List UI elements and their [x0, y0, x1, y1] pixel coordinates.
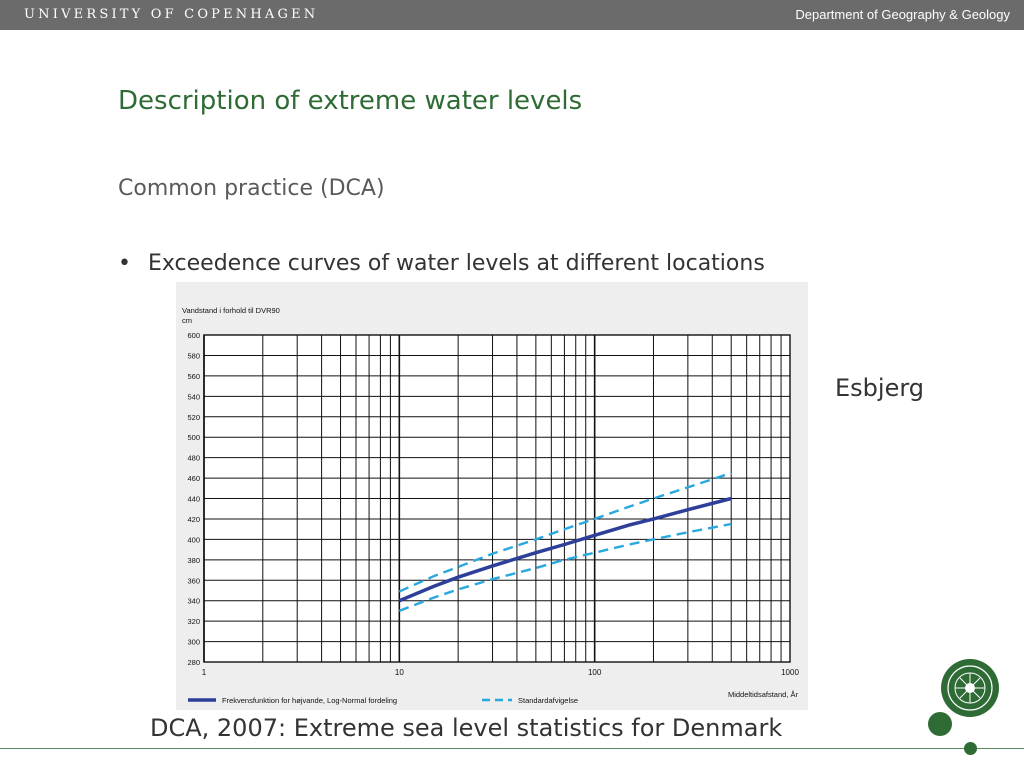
x-tick-label: 10	[395, 668, 404, 677]
y-axis-label: Vandstand i forhold til DVR90	[182, 306, 280, 315]
slide-subtitle: Common practice (DCA)	[118, 176, 385, 201]
x-tick-label: 1	[202, 668, 207, 677]
y-tick-label: 420	[187, 515, 200, 524]
slide-title: Description of extreme water levels	[118, 86, 583, 116]
y-tick-label: 280	[187, 658, 200, 667]
y-tick-label: 580	[187, 351, 200, 360]
series-line-2	[398, 471, 732, 593]
bullet-item: • Exceedence curves of water levels at di…	[118, 251, 765, 276]
x-tick-label: 1000	[781, 668, 799, 677]
x-tick-label: 100	[588, 668, 602, 677]
y-axis-unit: cm	[182, 316, 192, 325]
y-tick-label: 460	[187, 474, 200, 483]
exceedance-chart: 280 300 320 340 360 380 400 420 440 460 480 500 520 5…	[182, 306, 799, 705]
decor-dot-small	[964, 742, 977, 755]
university-seal-icon	[941, 659, 999, 717]
y-tick-label: 380	[187, 556, 200, 565]
location-label: Esbjerg	[835, 374, 925, 402]
y-tick-label: 440	[187, 495, 200, 504]
legend-label-main: Frekvensfunktion for højvande, Log-Norma…	[222, 696, 397, 705]
y-tick-label: 600	[187, 331, 200, 340]
y-tick-label: 520	[187, 413, 200, 422]
y-tick-label: 500	[187, 433, 200, 442]
university-name: UNIVERSITY OF COPENHAGEN	[24, 7, 319, 22]
y-tick-label: 320	[187, 617, 200, 626]
y-tick-label: 300	[187, 638, 200, 647]
department-name: Department of Geography & Geology	[795, 7, 1010, 22]
y-tick-label: 400	[187, 535, 200, 544]
y-tick-label: 540	[187, 392, 200, 401]
x-axis-label: Middeltidsafstand, År	[728, 690, 799, 699]
header-bar: UNIVERSITY OF COPENHAGEN Department of G…	[0, 0, 1024, 30]
decor-dot-large	[928, 712, 952, 736]
chart-panel: 280 300 320 340 360 380 400 420 440 460 480 500 520 5…	[176, 282, 808, 710]
figure-caption: DCA, 2007: Extreme sea level statistics …	[150, 714, 783, 742]
bullet-marker: •	[118, 251, 131, 276]
bullet-text: Exceedence curves of water levels at dif…	[148, 251, 765, 276]
y-tick-label: 560	[187, 372, 200, 381]
series-line-3	[398, 522, 732, 613]
y-tick-label: 480	[187, 454, 200, 463]
series-line-1	[398, 496, 732, 603]
legend-label-std: Standardafvigelse	[518, 696, 578, 705]
y-tick-label: 360	[187, 576, 200, 585]
footer-divider	[0, 748, 1024, 749]
y-tick-label: 340	[187, 597, 200, 606]
